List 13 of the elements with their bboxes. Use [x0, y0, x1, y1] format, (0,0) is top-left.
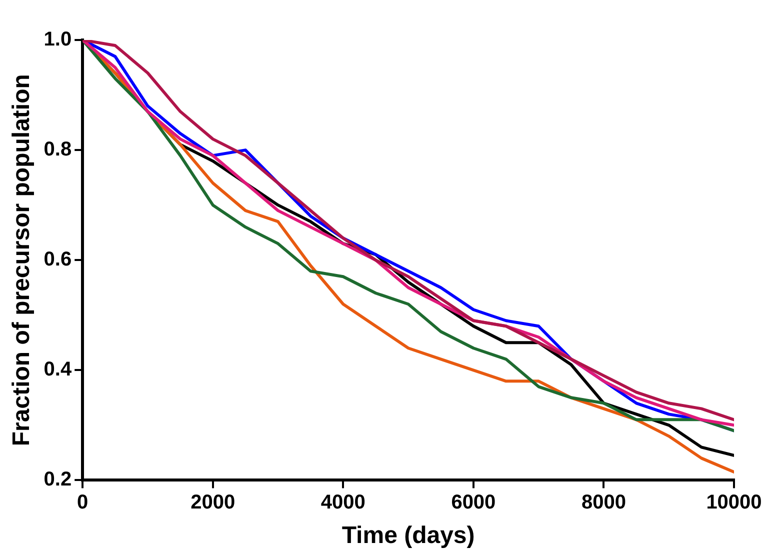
- y-axis-title: Fraction of precursor population: [8, 74, 36, 446]
- y-tick-label: 0.4: [44, 358, 72, 381]
- x-tick-label: 0: [77, 492, 88, 514]
- x-tick-label: 2000: [190, 492, 236, 514]
- y-tick-label: 0.6: [44, 248, 72, 271]
- x-tick-label: 8000: [581, 492, 626, 514]
- y-tick-label: 0.8: [44, 138, 72, 161]
- x-tick-label: 10000: [706, 492, 762, 514]
- y-tick-label: 0.2: [44, 468, 72, 491]
- x-tick-label: 6000: [451, 492, 496, 514]
- x-tick-label: 4000: [320, 492, 366, 514]
- x-axis-title: Time (days): [342, 522, 475, 550]
- y-tick-label: 1.0: [44, 28, 72, 51]
